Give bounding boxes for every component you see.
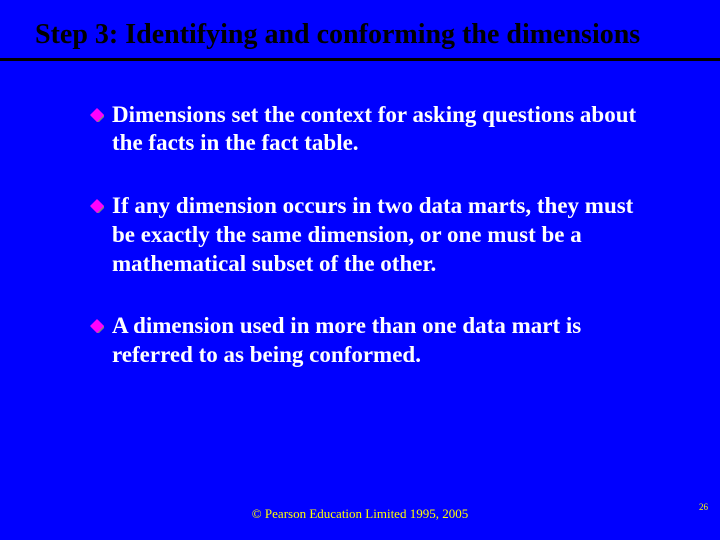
diamond-icon xyxy=(90,108,104,127)
page-number: 26 xyxy=(699,502,708,512)
bullet-text: If any dimension occurs in two data mart… xyxy=(112,192,655,278)
bullet-text: Dimensions set the context for asking qu… xyxy=(112,101,655,159)
diamond-icon xyxy=(90,199,104,218)
title-underline-container: Step 3: Identifying and conforming the d… xyxy=(0,18,720,61)
slide-title: Step 3: Identifying and conforming the d… xyxy=(35,18,685,52)
bullet-item: If any dimension occurs in two data mart… xyxy=(90,192,655,278)
diamond-icon xyxy=(90,319,104,338)
footer-copyright: © Pearson Education Limited 1995, 2005 xyxy=(0,506,720,522)
bullet-item: A dimension used in more than one data m… xyxy=(90,312,655,370)
content-area: Dimensions set the context for asking qu… xyxy=(35,101,685,370)
bullet-item: Dimensions set the context for asking qu… xyxy=(90,101,655,159)
bullet-text: A dimension used in more than one data m… xyxy=(112,312,655,370)
slide-container: Step 3: Identifying and conforming the d… xyxy=(0,0,720,540)
